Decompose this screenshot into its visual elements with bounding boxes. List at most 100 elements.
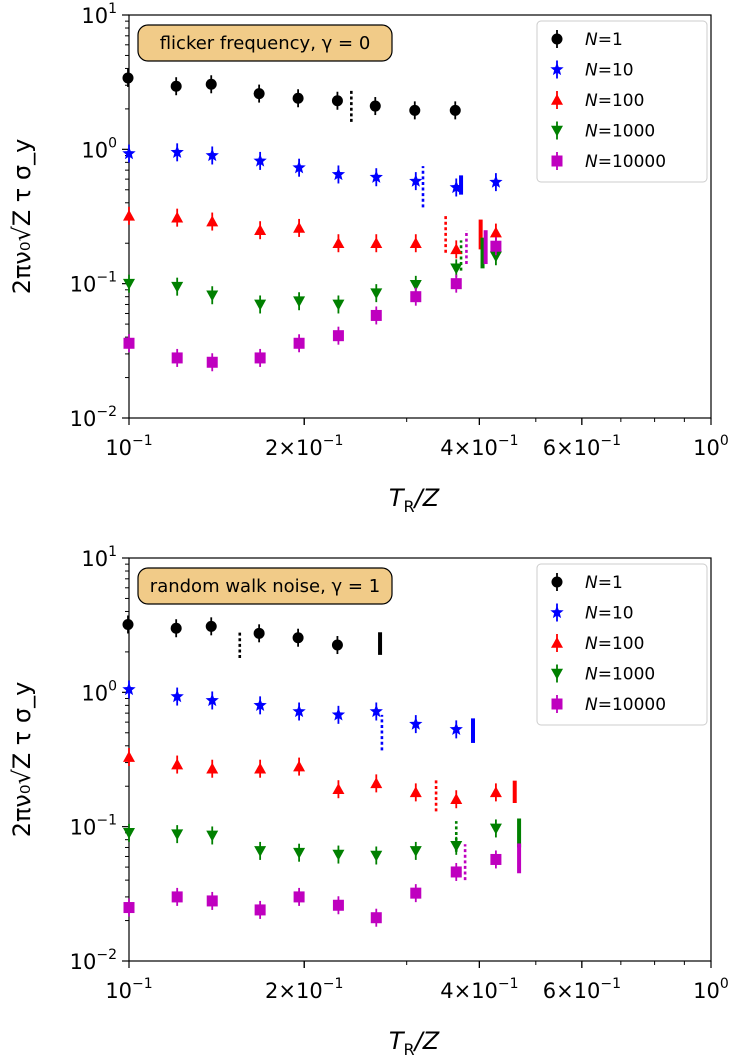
legend-marker xyxy=(551,94,563,105)
legend-marker xyxy=(551,33,563,45)
data-point xyxy=(171,891,183,903)
data-point xyxy=(332,330,344,342)
data-point xyxy=(450,866,462,878)
data-point xyxy=(206,762,219,774)
data-point xyxy=(122,146,136,160)
legend-marker xyxy=(551,668,563,680)
data-point xyxy=(332,299,345,311)
data-point xyxy=(254,762,267,774)
data-point xyxy=(292,160,306,174)
data-point xyxy=(332,783,345,795)
data-point xyxy=(170,689,184,703)
data-point xyxy=(331,639,343,651)
annotation-background xyxy=(137,567,393,605)
x-tick-label: 4×10−1 xyxy=(440,433,518,460)
data-point xyxy=(410,291,422,303)
data-point xyxy=(449,104,461,116)
legend-frame xyxy=(536,563,708,726)
data-point xyxy=(369,170,383,183)
data-point xyxy=(332,237,345,249)
data-point xyxy=(206,356,218,368)
data-point xyxy=(450,243,463,255)
y-tick-label: 101 xyxy=(81,544,117,571)
data-point xyxy=(370,850,383,862)
data-point xyxy=(489,175,503,188)
x-tick-label: 2×10−1 xyxy=(265,976,343,1003)
data-point xyxy=(293,221,306,233)
x-axis-label: TR/Z xyxy=(389,484,440,516)
data-point xyxy=(409,280,422,291)
data-point xyxy=(409,104,421,116)
data-point xyxy=(449,180,463,194)
legend-label: N=100 xyxy=(585,91,644,111)
x-tick-label: 100 xyxy=(693,433,729,460)
series-n-1 xyxy=(122,615,343,655)
data-point xyxy=(171,758,184,770)
data-point xyxy=(409,174,423,187)
data-point xyxy=(123,209,135,221)
data-point xyxy=(253,627,265,639)
series-n-10 xyxy=(122,143,503,197)
data-point xyxy=(450,263,463,275)
data-point xyxy=(489,823,502,835)
legend-label: N=1000 xyxy=(585,122,655,142)
data-point xyxy=(170,622,182,634)
data-point xyxy=(370,777,383,789)
legend-label: N=1 xyxy=(585,30,623,50)
x-tick-label: 100 xyxy=(693,976,729,1003)
data-point xyxy=(253,698,267,712)
legend-frame xyxy=(536,20,708,183)
legend-marker xyxy=(551,155,563,167)
data-point xyxy=(370,309,382,321)
legend-label: N=10 xyxy=(585,61,634,81)
data-point xyxy=(370,237,383,249)
legend-marker xyxy=(551,125,563,137)
data-point xyxy=(331,167,346,181)
data-point xyxy=(123,828,135,839)
series-n-1000 xyxy=(123,247,502,314)
data-point xyxy=(450,278,462,290)
data-point xyxy=(122,682,136,696)
x-tick-label: 2×10−1 xyxy=(265,433,343,460)
data-point xyxy=(409,846,422,857)
data-point xyxy=(206,215,219,227)
data-point xyxy=(171,211,184,223)
x-tick-label: 10−1 xyxy=(105,976,152,1003)
data-point xyxy=(206,895,218,907)
x-tick-label: 4×10−1 xyxy=(440,976,518,1003)
y-axis-label: 2πν₀√Z τ σ_y xyxy=(8,682,36,838)
legend-label: N=10000 xyxy=(585,152,666,172)
y-axis-label: 2πν₀√Z τ σ_y xyxy=(8,139,36,295)
series-n-10 xyxy=(122,680,463,739)
x-tick-label: 6×10−1 xyxy=(543,433,621,460)
data-point xyxy=(490,240,502,252)
legend-label: N=1000 xyxy=(585,665,655,685)
data-point xyxy=(332,849,345,861)
data-point xyxy=(293,891,305,903)
legend-marker xyxy=(550,62,564,76)
data-point xyxy=(489,226,502,238)
data-point xyxy=(123,337,135,349)
legend-marker xyxy=(551,698,563,710)
data-point xyxy=(293,296,306,308)
y-tick-label: 10−2 xyxy=(70,947,117,974)
data-point xyxy=(170,80,182,92)
annotation-text: random walk noise, γ = 1 xyxy=(150,576,380,597)
data-point xyxy=(253,153,267,167)
legend-label: N=1 xyxy=(585,573,623,593)
data-point xyxy=(410,887,422,899)
data-point xyxy=(409,237,422,249)
data-point xyxy=(254,352,266,364)
y-tick-label: 101 xyxy=(81,1,117,28)
series-n-1000 xyxy=(123,819,502,865)
legend-marker xyxy=(550,605,564,619)
x-axis-label: TR/Z xyxy=(389,1027,440,1058)
data-point xyxy=(369,704,383,718)
data-point xyxy=(170,145,184,158)
data-point xyxy=(331,95,343,107)
data-point xyxy=(205,148,219,162)
data-point xyxy=(409,786,422,798)
annotation-text: flicker frequency, γ = 0 xyxy=(160,33,371,54)
data-point xyxy=(332,899,344,911)
